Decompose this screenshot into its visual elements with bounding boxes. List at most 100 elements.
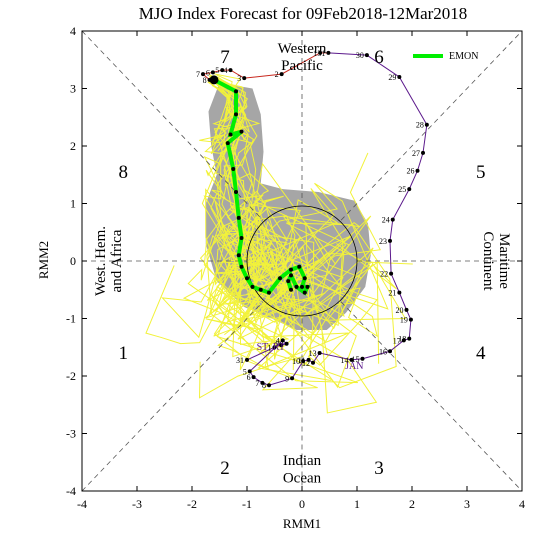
observed-point	[228, 68, 233, 73]
observed-point-label: 12	[302, 359, 310, 368]
observed-point-label: 30	[356, 51, 364, 60]
observed-point-label: 15	[352, 355, 360, 364]
observed-point	[388, 349, 392, 354]
observed-point-label: 17	[393, 336, 401, 345]
observed-point-label: 1	[268, 343, 272, 352]
ensemble-mean-point	[234, 89, 238, 94]
observed-point-label: 5	[215, 66, 219, 75]
ensemble-member-line	[182, 75, 380, 364]
observed-point-label: 16	[379, 347, 387, 356]
observed-point	[260, 380, 265, 385]
observed-point	[279, 342, 284, 347]
region-label-left: West. Hem.	[93, 226, 109, 296]
observed-point-label: 11	[298, 356, 306, 365]
y-tick-label: -1	[66, 312, 76, 326]
observed-point	[210, 70, 215, 75]
region-label-left: and Africa	[109, 229, 125, 292]
diagonal-guide	[340, 301, 523, 492]
observed-point-label: 26	[407, 167, 415, 176]
observed-point-label: 10	[292, 357, 300, 366]
observed-point	[360, 356, 365, 361]
x-tick-label: -4	[77, 497, 87, 511]
ensemble-mean-point	[302, 276, 307, 281]
observed-point	[408, 317, 413, 322]
ensemble-member-line	[206, 85, 359, 384]
observed-point	[247, 369, 252, 374]
observed-point-label: 3	[237, 74, 241, 83]
ensemble-mean-point	[289, 273, 293, 278]
observed-point-label: 24	[382, 216, 390, 225]
observed-point-label: 5	[243, 367, 247, 376]
region-label-top: Western	[278, 41, 327, 57]
x-tick-label: -3	[132, 497, 142, 511]
observed-point-label: 2	[274, 341, 278, 350]
observed-point	[349, 357, 354, 362]
observed-point	[290, 376, 295, 381]
month-label: RT	[273, 342, 285, 353]
observed-point	[301, 359, 306, 364]
y-tick-label: 4	[70, 24, 76, 38]
region-label-top: Pacific	[281, 58, 323, 74]
observed-point	[397, 290, 402, 295]
x-tick-label: 2	[409, 497, 415, 511]
ensemble-member-line	[205, 81, 345, 391]
legend-label: EMON	[449, 51, 478, 62]
ensemble-mean-point	[209, 75, 219, 85]
ensemble-member-line	[187, 76, 413, 389]
x-axis-label: RMM1	[283, 516, 321, 531]
month-label: ST	[257, 342, 269, 353]
observed-point-label: 18	[398, 335, 406, 344]
region-label-bottom: Ocean	[283, 470, 322, 486]
observed-point-label: 6	[247, 373, 251, 382]
observed-point-label: 4	[276, 336, 280, 345]
ensemble-mean-point	[300, 284, 304, 289]
ensemble-mean-track	[209, 75, 311, 296]
observed-point	[201, 72, 205, 77]
ensemble-mean-point	[239, 236, 244, 240]
observed-point	[272, 345, 277, 350]
ensemble-member-line	[213, 81, 381, 340]
phase-number: 4	[476, 343, 486, 364]
y-tick-label: -2	[66, 369, 76, 383]
observed-point-label: 20	[396, 306, 404, 315]
region-label-right: Continent	[480, 231, 496, 291]
ensemble-mean-point	[250, 284, 255, 289]
ensemble-member-line	[213, 73, 350, 345]
observed-point-label: 2	[275, 70, 279, 79]
diagonal-guide	[81, 301, 264, 492]
ensemble-mean-point	[239, 129, 244, 134]
observed-point	[279, 72, 284, 77]
observed-point-label: 13	[309, 349, 317, 358]
phase-number: 8	[119, 162, 129, 183]
observed-point	[407, 336, 412, 341]
observed-point	[284, 341, 289, 346]
observed-point	[407, 187, 412, 192]
unit-circle	[246, 205, 358, 317]
y-tick-label: -3	[66, 427, 76, 441]
observed-point	[326, 50, 331, 55]
ensemble-mean-point	[225, 141, 230, 146]
diagonal-guide	[81, 30, 264, 221]
region-label-bottom: Indian	[283, 453, 322, 469]
observed-point	[311, 360, 315, 365]
observed-point-label: 6	[206, 68, 210, 77]
observed-point-label: 29	[388, 73, 396, 82]
ensemble-mean-point	[234, 112, 238, 117]
observed-point	[280, 338, 285, 343]
phase-number: 3	[374, 458, 384, 479]
observed-point-label: 25	[398, 185, 406, 194]
observed-point	[251, 375, 256, 380]
x-tick-label: 0	[299, 497, 305, 511]
ensemble-members	[145, 73, 413, 414]
phase-number: 6	[374, 47, 384, 68]
observed-point-label: 8	[262, 381, 266, 390]
observed-point-label: 27	[412, 149, 420, 158]
phase-number: 5	[476, 162, 486, 183]
observed-point-label: 8	[203, 76, 207, 85]
observed-point	[317, 351, 322, 355]
observed-point	[397, 75, 402, 79]
phase-number: 7	[220, 47, 230, 68]
observed-point	[306, 357, 311, 362]
